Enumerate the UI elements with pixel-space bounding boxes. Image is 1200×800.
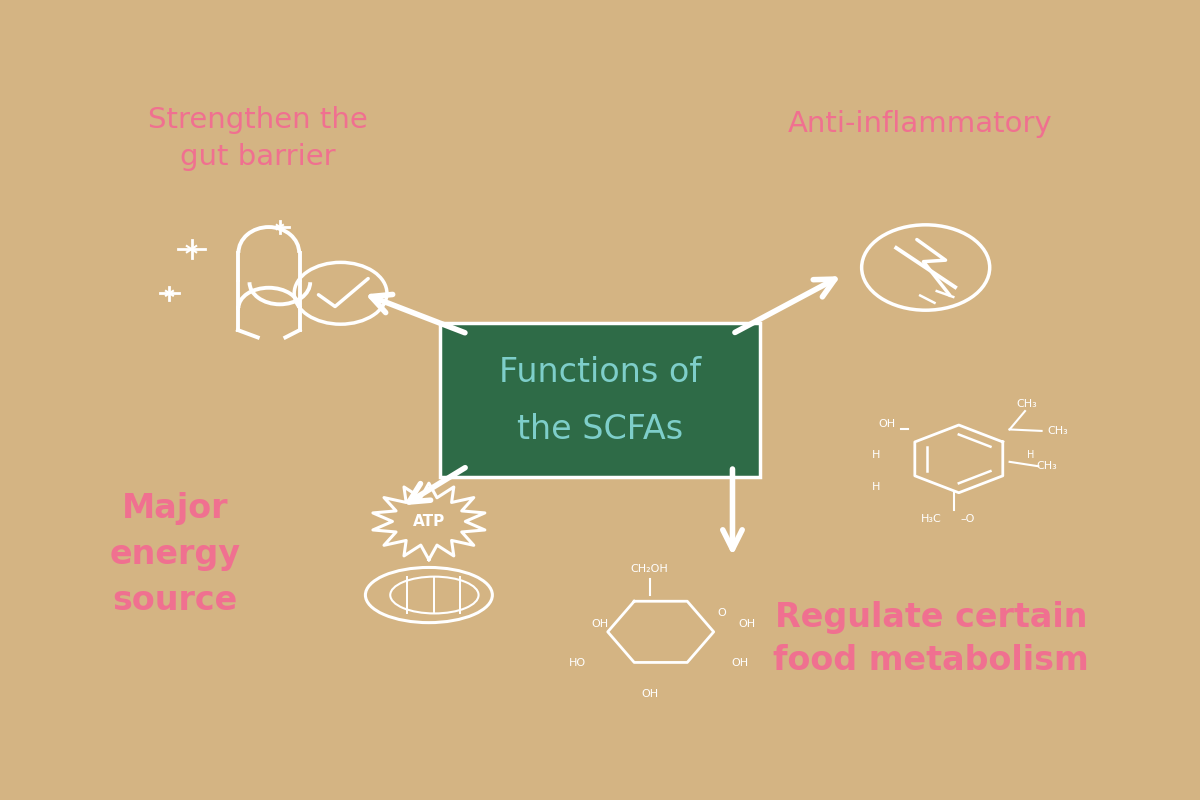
Text: the SCFAs: the SCFAs <box>517 413 683 446</box>
Text: Anti-inflammatory: Anti-inflammatory <box>787 110 1052 138</box>
Text: H: H <box>1027 450 1034 460</box>
Text: Regulate certain
food metabolism: Regulate certain food metabolism <box>773 601 1090 678</box>
Text: Major
energy
source: Major energy source <box>109 492 240 617</box>
Text: CH₃: CH₃ <box>1048 426 1068 436</box>
Text: Strengthen the
gut barrier: Strengthen the gut barrier <box>148 106 367 171</box>
Text: OH: OH <box>732 658 749 668</box>
Text: CH₃: CH₃ <box>1016 398 1038 409</box>
Text: OH: OH <box>878 418 895 429</box>
Text: O: O <box>718 609 726 618</box>
Text: H: H <box>872 482 880 492</box>
Text: Functions of: Functions of <box>499 355 701 389</box>
Text: ATP: ATP <box>413 514 445 529</box>
Text: H: H <box>872 450 880 460</box>
FancyBboxPatch shape <box>440 322 760 478</box>
Text: –O: –O <box>960 514 974 524</box>
Text: OH: OH <box>738 619 755 630</box>
Text: CH₃: CH₃ <box>1037 462 1057 471</box>
Text: H₃C: H₃C <box>920 514 942 524</box>
Text: HO: HO <box>569 658 587 668</box>
Text: CH₂OH: CH₂OH <box>631 564 668 574</box>
Text: OH: OH <box>641 690 659 699</box>
Text: OH: OH <box>592 619 608 630</box>
